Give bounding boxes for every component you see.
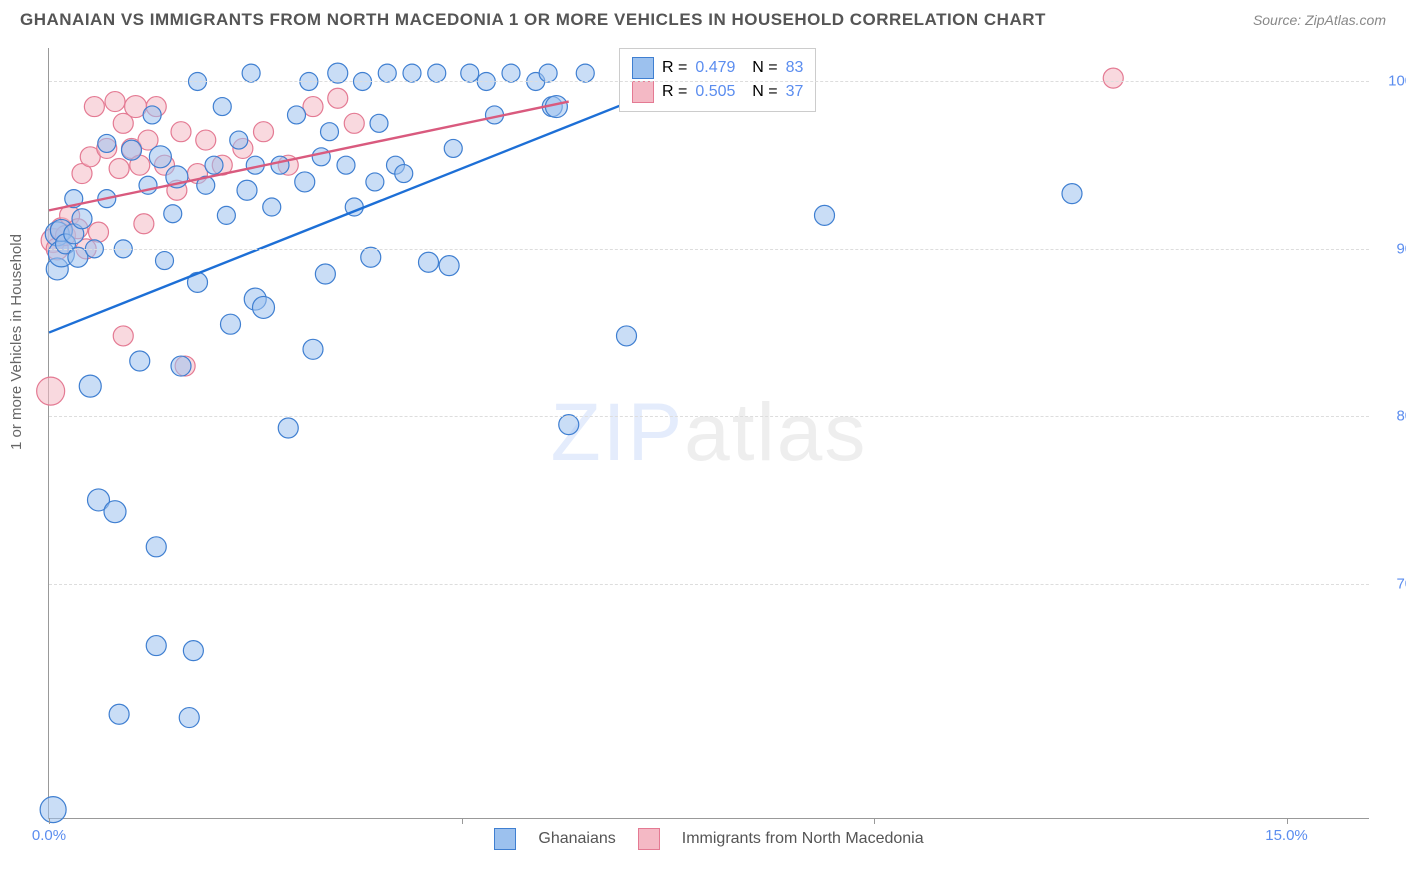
legend-r-label: R = <box>662 83 687 101</box>
scatter-svg <box>49 48 1369 818</box>
y-axis-label: 1 or more Vehicles in Household <box>8 234 25 450</box>
legend-r-b: 0.505 <box>695 83 735 101</box>
legend-series-b: Immigrants from North Macedonia <box>682 830 924 848</box>
chart-title: GHANAIAN VS IMMIGRANTS FROM NORTH MACEDO… <box>20 10 1046 30</box>
source-attribution: Source: ZipAtlas.com <box>1253 12 1386 28</box>
y-tick-label: 90.0% <box>1379 240 1406 257</box>
legend-r-label: R = <box>662 59 687 77</box>
y-tick-label: 70.0% <box>1379 575 1406 592</box>
legend-n-a: 83 <box>786 59 804 77</box>
legend-r-a: 0.479 <box>695 59 735 77</box>
legend-swatch-b <box>632 81 654 103</box>
correlation-legend: R = 0.479 N = 83 R = 0.505 N = 37 <box>619 48 816 112</box>
legend-n-label: N = <box>743 83 777 101</box>
legend-swatch-a <box>632 57 654 79</box>
y-tick-label: 80.0% <box>1379 408 1406 425</box>
x-tick-label: 15.0% <box>1265 827 1308 844</box>
y-tick-label: 100.0% <box>1379 73 1406 90</box>
legend-swatch-a <box>494 828 516 850</box>
series-legend: Ghanaians Immigrants from North Macedoni… <box>49 828 1369 850</box>
legend-n-b: 37 <box>786 83 804 101</box>
legend-n-label: N = <box>743 59 777 77</box>
x-tick-label: 0.0% <box>32 827 66 844</box>
legend-series-a: Ghanaians <box>538 830 615 848</box>
plot-area: ZIPatlas R = 0.479 N = 83 R = 0.505 N = … <box>48 48 1369 819</box>
legend-swatch-b <box>638 828 660 850</box>
